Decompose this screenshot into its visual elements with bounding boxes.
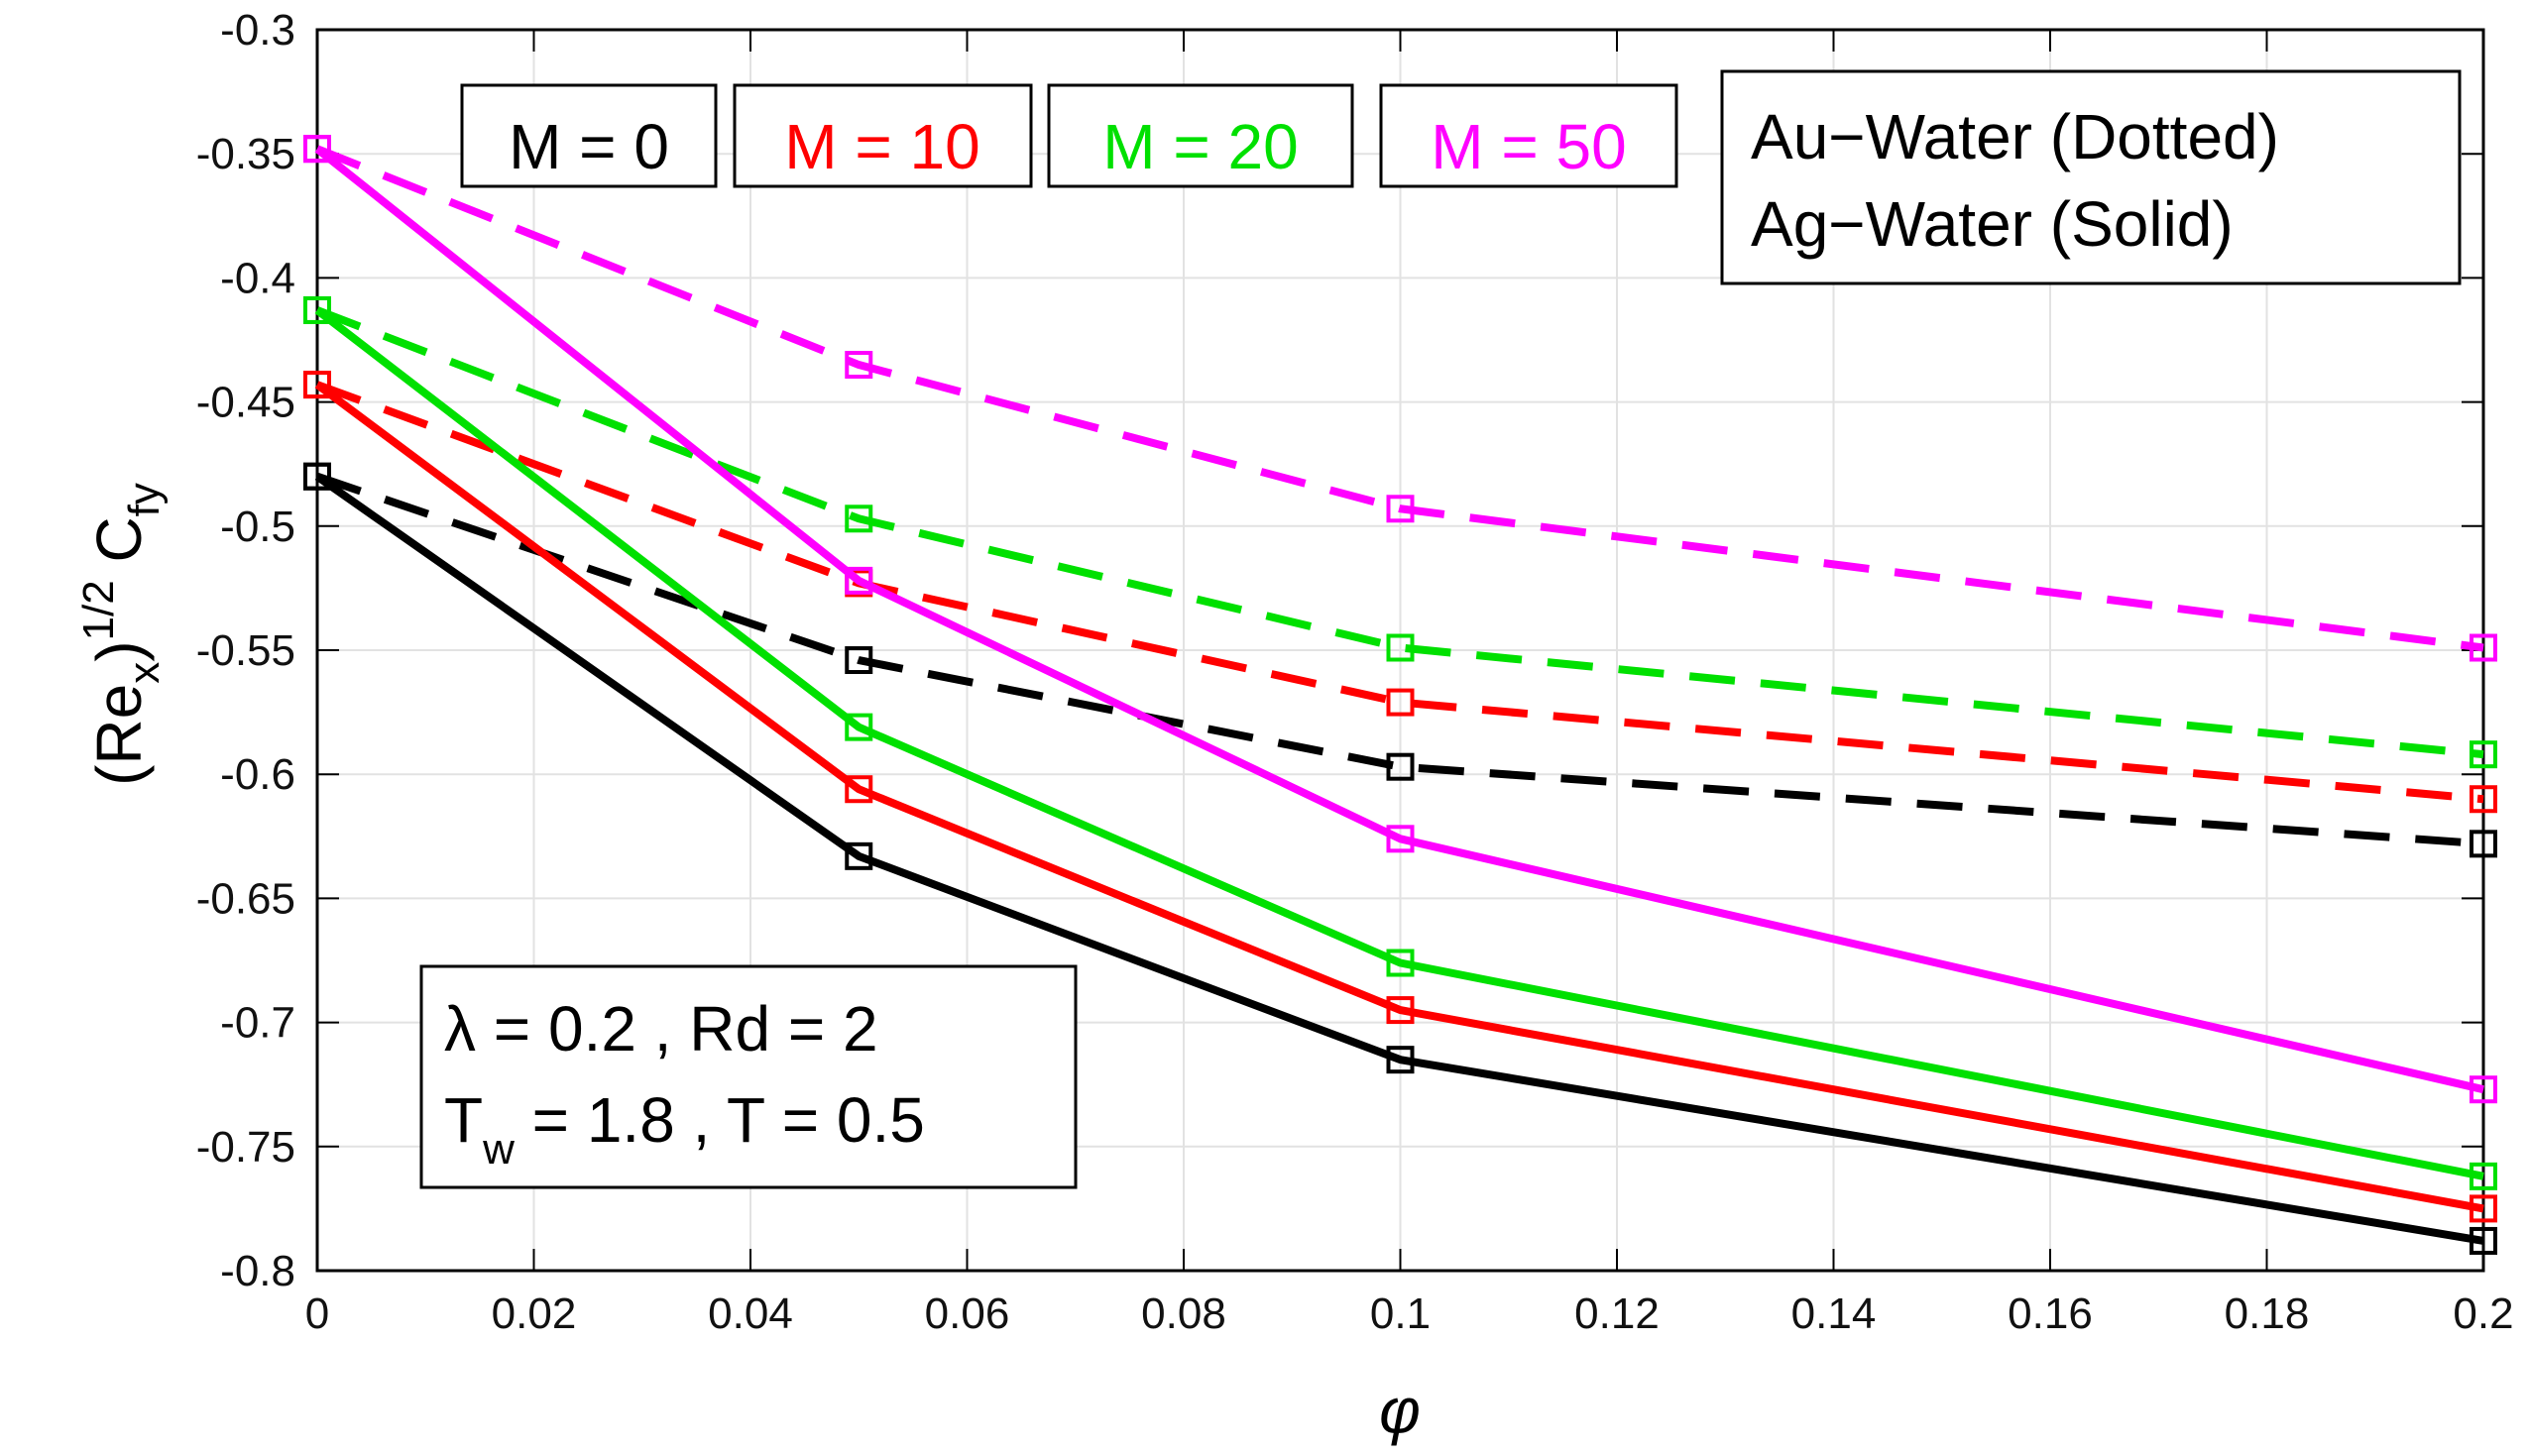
series-marker-m-10-ag-water (845, 775, 873, 804)
y-tick-label: -0.75 (196, 1123, 295, 1172)
series-marker-m-50-ag-water (303, 135, 331, 164)
series-marker-m-50-au-water (2470, 633, 2497, 662)
x-tick-label: 0.1 (1370, 1289, 1431, 1338)
series-marker-m-0-ag-water (2470, 1226, 2497, 1255)
y-tick-label: -0.6 (220, 750, 295, 799)
y-title-c: C (83, 516, 155, 580)
legend-m20: M = 20 (1047, 83, 1354, 188)
series-marker-m-0-au-water (845, 646, 873, 675)
y-tick-label: -0.4 (220, 254, 295, 302)
series-marker-m-50-ag-water (845, 566, 873, 595)
series-marker-m-10-ag-water (2470, 1194, 2497, 1223)
y-axis-title: (Rex)1/2 Cfy (74, 483, 169, 786)
series-marker-m-20-ag-water (2470, 1162, 2497, 1190)
series-marker-m-20-ag-water (1386, 949, 1415, 977)
legend-fluid-ag: Ag−Water (Solid) (1751, 188, 2234, 260)
series-marker-m-50-au-water (845, 351, 873, 380)
legend-m20-label: M = 20 (1102, 111, 1298, 182)
x-tick-label: 0.2 (2453, 1289, 2513, 1338)
params-tw-sub: w (482, 1125, 515, 1174)
series-marker-m-0-ag-water (303, 462, 331, 491)
legend-fluid-au: Au−Water (Dotted) (1751, 101, 2279, 172)
y-title-close: ) (83, 640, 155, 661)
series-marker-m-0-ag-water (1386, 1046, 1415, 1074)
series-marker-m-0-ag-water (845, 841, 873, 870)
legend-m10-label: M = 10 (784, 111, 979, 182)
y-title-main: (Re (83, 684, 155, 786)
x-tick-label: 0.08 (1141, 1289, 1226, 1338)
params-line2: Tw = 1.8 , T = 0.5 (444, 1084, 925, 1174)
series (303, 135, 2497, 1255)
y-tick-label: -0.5 (220, 503, 295, 551)
series-line-m-20-au-water (315, 306, 2484, 759)
x-axis-title: φ (1379, 1375, 1421, 1446)
y-title-sub2: fy (120, 483, 169, 516)
x-tick-label: 0.18 (2225, 1289, 2310, 1338)
series-marker-m-0-au-water (2470, 830, 2497, 858)
series-marker-m-20-au-water (1386, 633, 1415, 662)
series-marker-m-10-ag-water (1386, 996, 1415, 1025)
legend-m50-label: M = 50 (1431, 111, 1626, 182)
params-line1: λ = 0.2 , Rd = 2 (444, 993, 878, 1064)
x-tick-label: 0.16 (2008, 1289, 2093, 1338)
y-tick-label: -0.45 (196, 379, 295, 427)
series-line-m-10-ag-water (314, 381, 2484, 1213)
params-box: λ = 0.2 , Rd = 2 Tw = 1.8 , T = 0.5 (419, 964, 1078, 1189)
legend-m0: M = 0 (460, 83, 718, 188)
series-marker-m-10-au-water (2470, 785, 2497, 814)
legend-m10: M = 10 (733, 83, 1033, 188)
y-tick-label: -0.3 (220, 6, 295, 55)
x-tick-label: 0.04 (708, 1289, 793, 1338)
y-tick-label: -0.35 (196, 130, 295, 178)
x-tick-label: 0.14 (1791, 1289, 1877, 1338)
series-marker-m-20-au-water (845, 504, 873, 533)
series-marker-m-50-ag-water (2470, 1075, 2497, 1104)
series-line-m-50-au-water (315, 145, 2484, 652)
series-line-m-10-au-water (315, 381, 2484, 804)
y-title-sup: 1/2 (74, 580, 123, 640)
x-tick-label: 0.12 (1574, 1289, 1660, 1338)
y-tick-label: -0.55 (196, 626, 295, 675)
series-marker-m-0-au-water (1386, 752, 1415, 781)
axis-ticks: 0 0.02 0.04 0.06 0.08 0.1 0.12 0.14 0.16 0.18 0.2 -… (196, 6, 2514, 1338)
series-marker-m-50-au-water (1386, 495, 1415, 523)
y-tick-label: -0.8 (220, 1247, 295, 1295)
series-marker-m-20-au-water (2470, 740, 2497, 769)
series-marker-m-10-au-water (1386, 688, 1415, 717)
series-line-m-50-ag-water (314, 146, 2484, 1094)
series-line-m-20-ag-water (314, 306, 2484, 1180)
params-rest: = 1.8 , T = 0.5 (515, 1084, 925, 1156)
series-marker-m-20-ag-water (303, 295, 331, 324)
series-line-m-0-au-water (315, 472, 2484, 848)
y-tick-label: -0.7 (220, 999, 295, 1048)
x-tick-label: 0.02 (492, 1289, 577, 1338)
params-tw: T (444, 1084, 483, 1156)
legend-fluid: Au−Water (Dotted) Ag−Water (Solid) (1720, 69, 2462, 285)
y-title-sub: x (120, 662, 169, 684)
legend-m50: M = 50 (1379, 83, 1678, 188)
series-marker-m-10-ag-water (303, 371, 331, 399)
x-tick-label: 0 (305, 1289, 329, 1338)
series-marker-m-20-ag-water (845, 713, 873, 741)
x-tick-label: 0.06 (925, 1289, 1010, 1338)
legend-m0-label: M = 0 (509, 111, 669, 182)
series-marker-m-50-ag-water (1386, 825, 1415, 853)
series-line-m-0-ag-water (314, 473, 2484, 1245)
y-tick-label: -0.65 (196, 874, 295, 923)
